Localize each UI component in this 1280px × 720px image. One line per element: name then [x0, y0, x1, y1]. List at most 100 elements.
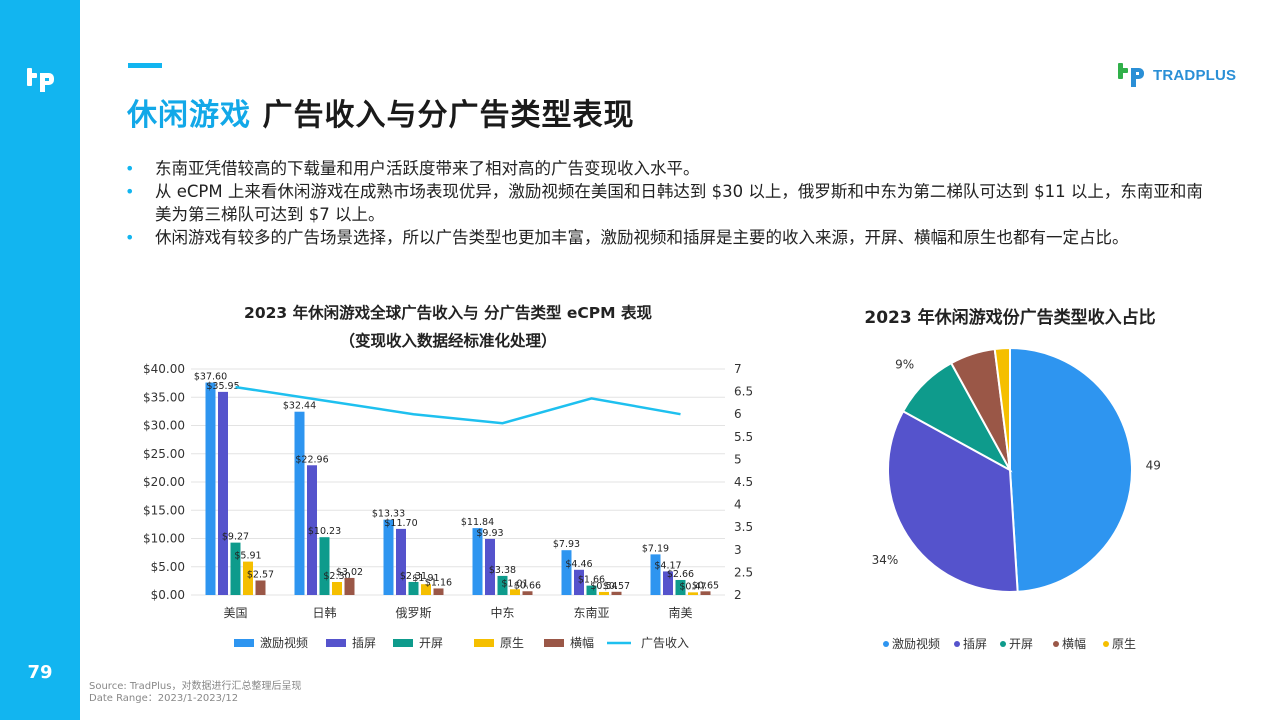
- bar: [510, 589, 520, 595]
- y2-tick-label: 5: [734, 452, 742, 466]
- data-label: $0.54: [590, 581, 617, 592]
- bullet-item: • 休闲游戏有较多的广告场景选择，所以广告类型也更加丰富，激励视频和插屏是主要的收…: [125, 226, 1215, 249]
- line-series: [235, 385, 681, 425]
- bullet-item: • 东南亚凭借较高的下载量和用户活跃度带来了相对高的广告变现收入水平。: [125, 157, 1215, 180]
- footer-source: Source: TradPlus，对数据进行汇总整理后呈现 Date Range…: [89, 681, 301, 705]
- data-label: $2.57: [247, 569, 274, 580]
- legend-label: 开屏: [1009, 637, 1033, 651]
- data-label: $9.27: [222, 532, 249, 543]
- data-label: $1.66: [578, 575, 605, 586]
- data-label: $4.46: [565, 559, 592, 570]
- bar: [522, 591, 533, 595]
- data-label: $0.65: [692, 580, 719, 591]
- bar: [307, 465, 317, 595]
- legend-label: 插屏: [963, 637, 987, 651]
- bar: [230, 542, 241, 595]
- x-tick-label: 日韩: [312, 605, 336, 620]
- y2-tick-label: 6: [734, 407, 742, 421]
- data-label: $5.91: [234, 551, 261, 562]
- legend-swatch: [474, 639, 494, 647]
- data-label: $1.01: [501, 578, 528, 589]
- bar-chart-title: 2023 年休闲游戏全球广告收入与 分广告类型 eCPM 表现: [244, 304, 652, 322]
- bar: [611, 591, 622, 595]
- y2-tick-label: 3: [734, 543, 742, 557]
- bullet-dot: •: [125, 228, 135, 247]
- data-label: $13.33: [372, 509, 405, 520]
- bar: [561, 550, 572, 595]
- legend-label: 插屏: [352, 636, 376, 650]
- bar: [332, 582, 342, 595]
- legend-swatch: [954, 641, 960, 647]
- legend-label: 广告收入: [641, 636, 689, 650]
- data-label: $10.23: [308, 526, 341, 537]
- legend-swatch: [1103, 641, 1109, 647]
- source-text: Source: TradPlus，对数据进行汇总整理后呈现: [89, 681, 302, 692]
- bar: [294, 411, 305, 595]
- page-title: 休闲游戏 广告收入与分广告类型表现: [127, 90, 634, 134]
- y2-tick-label: 4: [734, 498, 742, 512]
- sidebar-strip: 79: [0, 0, 80, 720]
- bar: [218, 391, 228, 595]
- bullet-text: 从 eCPM 上来看休闲游戏在成熟市场表现优异，激励视频在美国和日韩达到 $30…: [155, 182, 1203, 224]
- data-label: $3.02: [336, 567, 363, 578]
- bar: [485, 538, 495, 595]
- bullet-dot: •: [125, 182, 135, 201]
- data-label: $22.96: [295, 454, 328, 465]
- bullet-dot: •: [125, 159, 135, 178]
- tradplus-mark-icon: [27, 68, 54, 92]
- y-tick-label: $5.00: [151, 560, 185, 574]
- data-label: $3.38: [489, 565, 516, 576]
- legend-swatch: [883, 641, 889, 647]
- bullet-item: • 从 eCPM 上来看休闲游戏在成熟市场表现优异，激励视频在美国和日韩达到 $3…: [125, 180, 1215, 226]
- data-label: $7.93: [553, 539, 580, 550]
- legend-swatch: [544, 639, 564, 647]
- bar-chart: $0.00 $5.00 $10.00 $15.00 $20.00 $25.00 $30.00…: [143, 362, 753, 650]
- y2-tick-label: 7: [734, 362, 742, 376]
- bar: [255, 580, 266, 595]
- pie-data-label: 34%: [872, 553, 899, 567]
- bar: [396, 528, 406, 595]
- data-label: $2.66: [667, 569, 694, 580]
- legend-label: 横幅: [1062, 636, 1086, 651]
- data-label: $37.60: [194, 372, 227, 383]
- title-accent-bar: [128, 63, 162, 68]
- bar: [205, 382, 216, 595]
- bullet-text: 休闲游戏有较多的广告场景选择，所以广告类型也更加丰富，激励视频和插屏是主要的收入…: [155, 228, 1129, 247]
- bar: [497, 575, 508, 595]
- bar: [319, 537, 330, 595]
- y-tick-label: $30.00: [143, 419, 185, 433]
- data-label: $1.16: [425, 577, 452, 588]
- y-tick-label: $25.00: [143, 447, 185, 461]
- legend-label: 横幅: [570, 635, 594, 650]
- y2-tick-label: 6.5: [734, 385, 753, 399]
- data-label: $9.93: [476, 528, 503, 539]
- bar: [650, 554, 661, 595]
- x-tick-label: 南美: [668, 605, 692, 620]
- legend-label: 激励视频: [892, 636, 940, 651]
- pie-slice: [1009, 346, 1133, 593]
- legend-label: 激励视频: [260, 635, 308, 650]
- bar: [472, 528, 483, 595]
- x-tick-label: 东南亚: [573, 605, 609, 620]
- data-label: $32.44: [283, 401, 316, 412]
- bullet-text: 东南亚凭借较高的下载量和用户活跃度带来了相对高的广告变现收入水平。: [155, 159, 700, 178]
- legend-swatch: [1000, 641, 1006, 647]
- y-tick-label: $20.00: [143, 475, 185, 489]
- legend-label: 原生: [500, 636, 524, 650]
- title-rest: 广告收入与分广告类型表现: [251, 98, 635, 133]
- date-range-text: Date Range：2023/1-2023/12: [89, 693, 239, 704]
- bar: [574, 569, 584, 595]
- x-tick-label: 俄罗斯: [395, 606, 431, 620]
- y2-tick-label: 4.5: [734, 475, 753, 489]
- brand-name: TRADPLUS: [1153, 66, 1237, 84]
- y2-tick-label: 2.5: [734, 565, 753, 579]
- pie-data-label: 49%: [1146, 458, 1160, 472]
- bar: [688, 592, 698, 595]
- bar: [433, 588, 444, 595]
- y-tick-label: $15.00: [143, 503, 185, 517]
- data-label: $7.19: [642, 543, 669, 554]
- data-label: $0.47: [679, 581, 706, 592]
- legend-swatch: [326, 639, 346, 647]
- bar: [408, 581, 419, 595]
